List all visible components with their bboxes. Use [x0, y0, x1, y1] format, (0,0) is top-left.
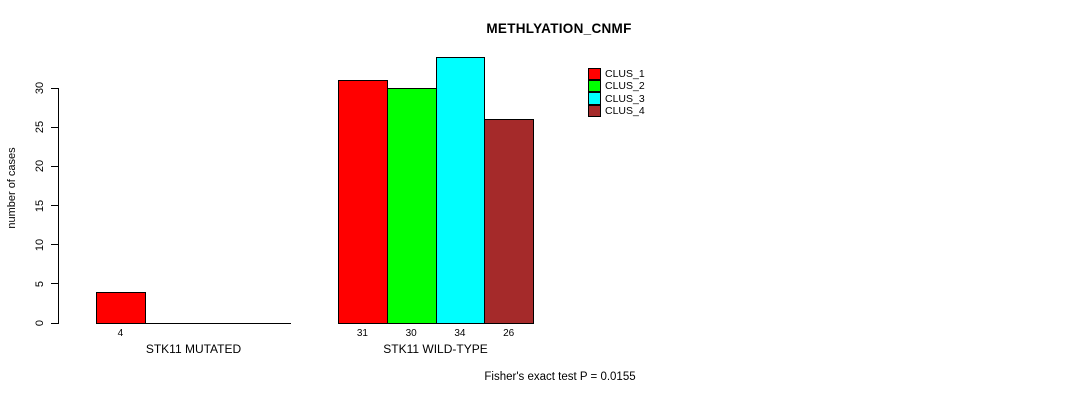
- y-axis-tick: [51, 87, 59, 89]
- y-axis-tick-label: 15: [34, 199, 46, 212]
- annotation-text: Fisher's exact test P = 0.0155: [484, 371, 636, 383]
- legend-label: CLUS_3: [605, 92, 645, 105]
- y-axis-tick: [51, 205, 59, 206]
- bar-value-label: 26: [503, 328, 515, 339]
- y-axis-tick-label: 5: [34, 280, 46, 287]
- bar-clus-4: [484, 119, 534, 324]
- y-axis-tick-label: 30: [34, 81, 46, 95]
- legend-label: CLUS_4: [605, 105, 645, 118]
- y-axis-tick: [51, 322, 59, 324]
- legend-label: CLUS_1: [605, 68, 645, 80]
- bar-value-label: 4: [117, 328, 124, 339]
- bar-value-label: 31: [356, 328, 368, 339]
- y-axis-tick: [51, 244, 59, 246]
- legend-swatch-clus-2: [588, 79, 601, 93]
- group-label: STK11 WILD-TYPE: [383, 342, 488, 356]
- legend-swatch-clus-3: [588, 92, 601, 105]
- y-axis-tick: [51, 165, 59, 167]
- y-axis-tick: [51, 126, 59, 128]
- y-axis-tick-label: 20: [34, 160, 46, 173]
- y-axis-title: number of cases: [6, 147, 18, 229]
- bar-value-label: 34: [454, 328, 466, 339]
- group-label: STK11 MUTATED: [145, 342, 242, 356]
- x-axis-baseline: [96, 323, 291, 324]
- legend-label: CLUS_2: [605, 80, 645, 93]
- y-axis-tick-label: 0: [34, 319, 46, 327]
- bar-value-label: 30: [405, 328, 417, 339]
- bar-clus-2: [386, 88, 437, 324]
- y-axis-line: [58, 88, 59, 324]
- y-axis-tick-label: 10: [34, 238, 46, 251]
- bar-clus-1: [96, 291, 146, 324]
- y-axis-tick: [51, 283, 59, 285]
- y-axis-tick-label: 25: [34, 121, 46, 134]
- legend-swatch-clus-4: [588, 104, 601, 118]
- bar-clus-3: [435, 56, 486, 324]
- chart-title: METHLYATION_CNMF: [486, 21, 632, 36]
- legend-swatch-clus-1: [588, 67, 601, 80]
- bar-clus-1: [338, 80, 388, 324]
